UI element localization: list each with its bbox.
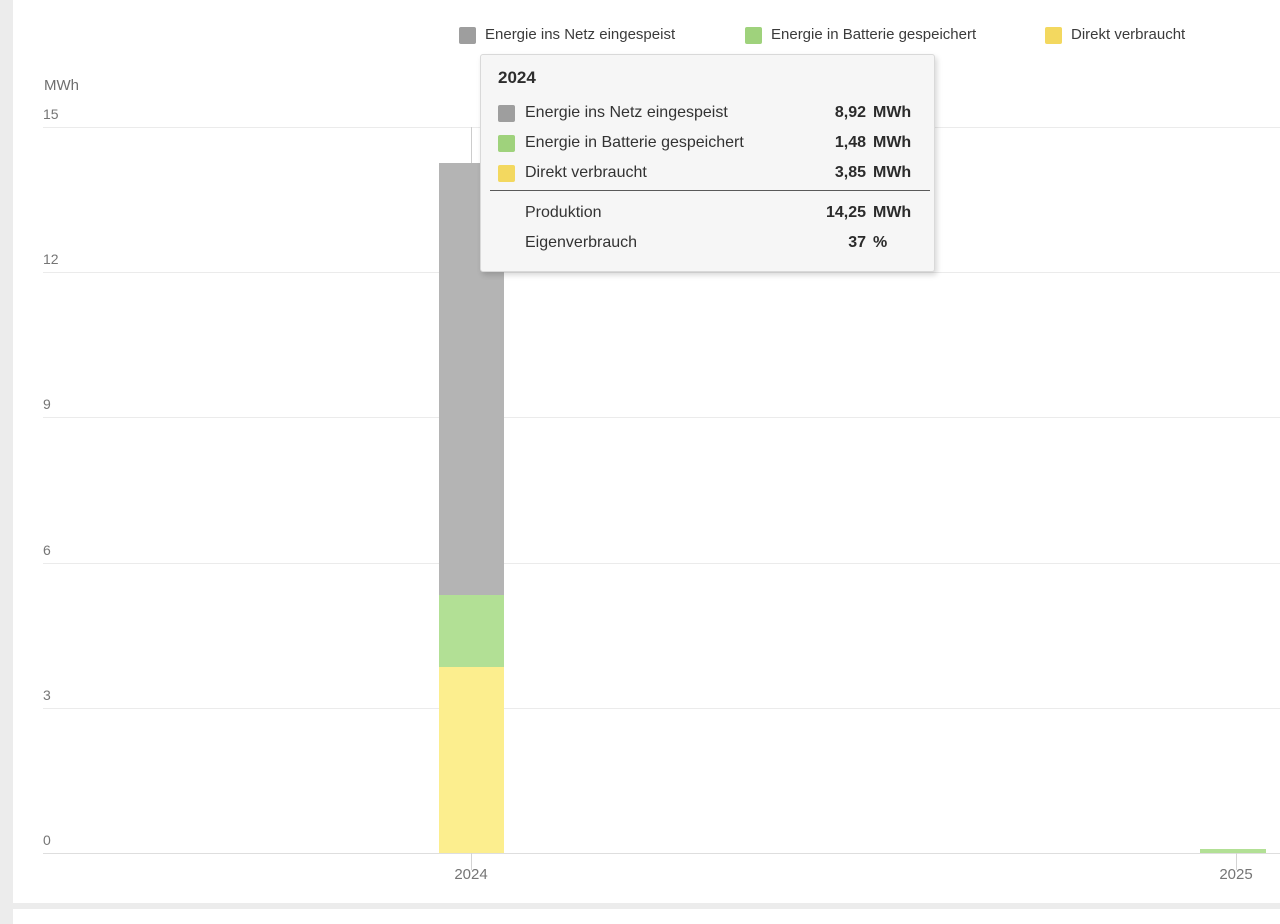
y-axis-tick-label: 12	[43, 251, 59, 268]
gridline-9	[43, 417, 1280, 419]
chart-card: Energie ins Netz eingespeist Energie in B…	[13, 0, 1280, 903]
tooltip-row-value: 3,85	[834, 164, 866, 181]
tooltip-series-swatch-icon	[498, 164, 515, 182]
gridline-6	[43, 562, 1280, 564]
bar-segment-2024[interactable]	[439, 666, 504, 853]
tooltip-series-swatch-icon	[498, 104, 515, 122]
bar-segment-2024[interactable]	[439, 595, 504, 667]
bar-segment-2025[interactable]	[1200, 849, 1266, 853]
x-axis-tick	[470, 853, 472, 870]
legend-item-label: Direkt verbraucht	[1071, 26, 1186, 43]
legend-item-label: Energie in Batterie gespeichert	[771, 26, 977, 43]
tooltip-summary-unit: %	[873, 234, 888, 251]
y-axis-tick-label: 9	[43, 396, 51, 413]
tooltip-summary-row: Eigenverbrauch 37%	[498, 228, 919, 258]
tooltip-row-unit: MWh	[873, 164, 912, 181]
y-axis-tick-label: 0	[43, 832, 51, 848]
tooltip-row-value: 1,48	[834, 134, 866, 151]
tooltip-row-label: Direkt verbraucht	[525, 164, 647, 181]
x-axis-tick-label: 2025	[1219, 866, 1253, 883]
legend-swatch-icon	[1045, 26, 1062, 44]
legend-swatch-icon	[745, 26, 762, 44]
tooltip-row-label: Energie ins Netz eingespeist	[525, 104, 728, 121]
legend-item-3[interactable]: Direkt verbraucht	[1045, 26, 1185, 44]
tooltip-summary-value: 14,25	[825, 204, 866, 221]
x-axis-tick	[1235, 853, 1237, 870]
tooltip-row-unit: MWh	[873, 104, 912, 121]
x-axis-tick-label: 2024	[454, 866, 488, 883]
tooltip-divider	[490, 190, 930, 191]
tooltip-row: Direkt verbraucht 3,85 MWh	[498, 158, 919, 188]
legend-item-label: Energie ins Netz eingespeist	[485, 26, 676, 43]
tooltip-summary-label: Produktion	[525, 204, 602, 221]
tooltip-summary-value: 37	[848, 234, 866, 251]
y-axis-unit-label: MWh	[44, 77, 79, 94]
y-axis-tick-label: 15	[43, 106, 59, 122]
tooltip-summary-unit: MWh	[873, 204, 912, 221]
y-axis-tick-label: 3	[43, 686, 51, 703]
tooltip-row-label: Energie in Batterie gespeichert	[525, 134, 744, 151]
legend-swatch-icon	[459, 26, 476, 44]
next-section-card	[13, 909, 1280, 924]
gridline-0	[43, 853, 1280, 854]
chart-tooltip: 2024 Energie ins Netz eingespeist 8,92 MWh…	[480, 54, 935, 272]
gridline-3	[43, 707, 1280, 709]
tooltip-series-rows: Energie ins Netz eingespeist 8,92 MWh Energ…	[498, 98, 919, 188]
legend-item-1[interactable]: Energie ins Netz eingespeist	[459, 26, 675, 44]
tooltip-summary-label: Eigenverbrauch	[525, 234, 638, 251]
tooltip-row-unit: MWh	[873, 134, 912, 151]
tooltip-summary-row: Produktion 14,25 MWh	[498, 198, 919, 228]
y-axis-tick-label: 6	[43, 541, 51, 558]
legend-item-2[interactable]: Energie in Batterie gespeichert	[745, 26, 976, 44]
tooltip-title: 2024	[498, 68, 536, 87]
tooltip-row: Energie in Batterie gespeichert 1,48 MWh	[498, 128, 919, 158]
tooltip-summary-rows: Produktion 14,25 MWh Eigenverbrauch 37%	[498, 198, 919, 258]
tooltip-row-value: 8,92	[834, 104, 866, 121]
gridline-12	[43, 272, 1280, 274]
tooltip-row: Energie ins Netz eingespeist 8,92 MWh	[498, 98, 919, 128]
tooltip-series-swatch-icon	[498, 134, 515, 152]
